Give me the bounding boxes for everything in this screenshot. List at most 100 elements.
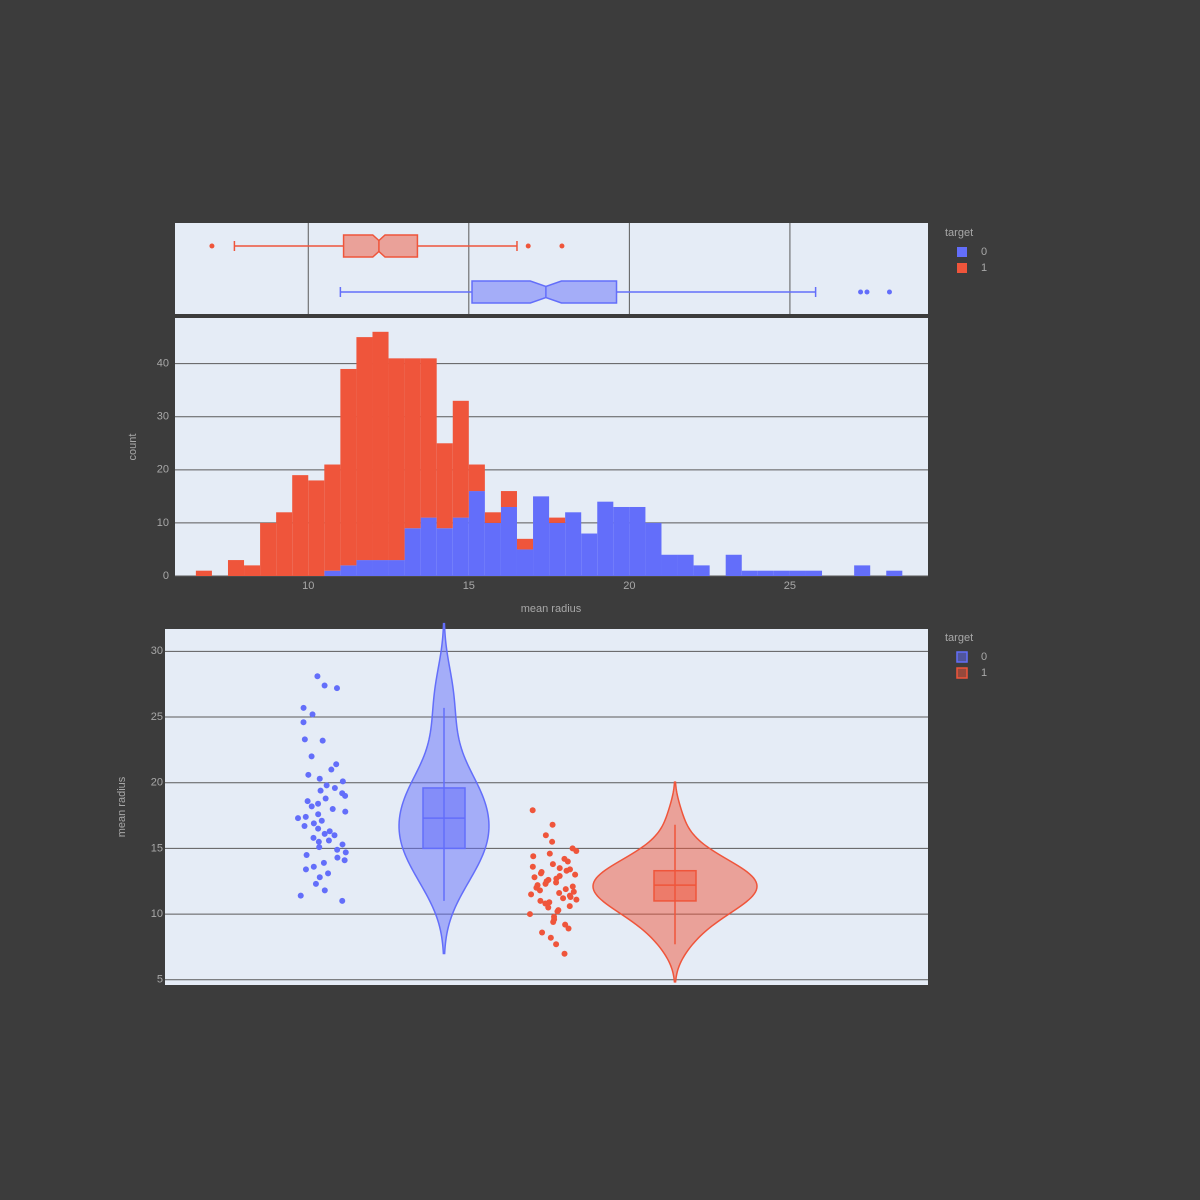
- histogram-bar: [773, 570, 790, 576]
- point: [308, 803, 315, 810]
- histogram-bar: [388, 560, 405, 576]
- histogram-bar: [452, 517, 469, 576]
- point: [526, 911, 533, 918]
- point: [342, 849, 349, 856]
- histogram-bar: [805, 570, 823, 576]
- histogram-bar: [693, 565, 710, 576]
- point: [317, 787, 324, 794]
- point: [308, 753, 315, 760]
- point: [562, 921, 569, 928]
- point: [321, 830, 328, 837]
- histogram-bar: [854, 565, 871, 576]
- point: [322, 795, 329, 802]
- x-tick-label: 25: [784, 580, 796, 592]
- histogram-bar: [484, 512, 501, 523]
- outlier: [559, 243, 565, 249]
- outlier: [525, 243, 531, 249]
- point: [333, 761, 340, 768]
- point: [339, 897, 346, 904]
- histogram-bar: [324, 464, 341, 571]
- legend-swatch: [956, 651, 968, 663]
- histogram-bar: [886, 570, 903, 576]
- point: [300, 719, 307, 726]
- x-tick-label: 15: [463, 580, 475, 592]
- histogram-bar: [468, 491, 485, 576]
- y-tick-label: 30: [157, 411, 169, 423]
- point: [556, 890, 563, 897]
- histogram-bar: [484, 522, 501, 576]
- y-tick-label: 10: [157, 517, 169, 529]
- histogram-bar: [613, 506, 630, 576]
- point: [572, 871, 579, 878]
- histogram-bar: [356, 560, 373, 576]
- point: [326, 828, 333, 835]
- point: [529, 863, 536, 870]
- legend-title: target: [945, 227, 973, 239]
- point: [316, 874, 323, 881]
- point: [560, 895, 567, 902]
- point: [549, 861, 556, 868]
- histogram-bar: [516, 549, 534, 576]
- histogram-bar: [436, 528, 453, 576]
- histogram-bar: [195, 570, 212, 576]
- y-axis-title: count: [127, 434, 139, 461]
- histogram-bar: [677, 554, 694, 576]
- histogram-bar: [549, 517, 566, 523]
- point: [573, 896, 580, 903]
- histogram-bar: [324, 570, 341, 576]
- histogram-bar: [227, 560, 245, 576]
- histogram-bar: [468, 464, 485, 492]
- point: [331, 832, 338, 839]
- outlier: [864, 289, 870, 295]
- point: [312, 880, 319, 887]
- y-tick-label: 30: [151, 645, 163, 657]
- histogram-bar: [372, 331, 389, 561]
- histogram-bar: [372, 560, 389, 576]
- histogram-bar: [420, 358, 437, 518]
- point: [339, 778, 346, 785]
- point: [561, 950, 568, 957]
- histogram-bar: [645, 522, 662, 576]
- histogram-bar: [276, 512, 293, 576]
- point: [546, 899, 553, 906]
- histogram-bar: [741, 570, 758, 576]
- point: [315, 800, 322, 807]
- box: [471, 280, 618, 304]
- y-tick-label: 5: [157, 974, 163, 986]
- point: [556, 872, 563, 879]
- point: [301, 736, 308, 743]
- box: [342, 234, 419, 258]
- point: [320, 859, 327, 866]
- legend-label: 1: [981, 667, 987, 679]
- histogram-bar: [260, 522, 277, 576]
- histogram-bar: [757, 570, 774, 576]
- histogram-bar: [500, 506, 517, 576]
- legend-swatch: [957, 263, 967, 273]
- histogram-bar: [452, 400, 469, 518]
- point: [297, 892, 304, 899]
- point: [537, 897, 544, 904]
- y-tick-label: 10: [151, 908, 163, 920]
- y-tick-label: 20: [151, 777, 163, 789]
- point: [310, 834, 317, 841]
- outlier: [886, 289, 892, 295]
- violin-panel: [165, 629, 928, 985]
- point: [321, 682, 328, 689]
- y-tick-label: 0: [163, 570, 169, 582]
- point: [315, 838, 322, 845]
- outlier: [858, 289, 864, 295]
- point: [538, 869, 545, 876]
- point: [529, 807, 536, 814]
- point: [342, 808, 349, 815]
- histogram-bar: [356, 337, 373, 561]
- point: [556, 865, 563, 872]
- point: [334, 854, 341, 861]
- point: [334, 846, 341, 853]
- histogram-bar: [725, 554, 742, 576]
- histogram-bar: [404, 358, 421, 529]
- point: [530, 853, 537, 860]
- point: [555, 907, 562, 914]
- point: [310, 820, 317, 827]
- point: [546, 850, 553, 857]
